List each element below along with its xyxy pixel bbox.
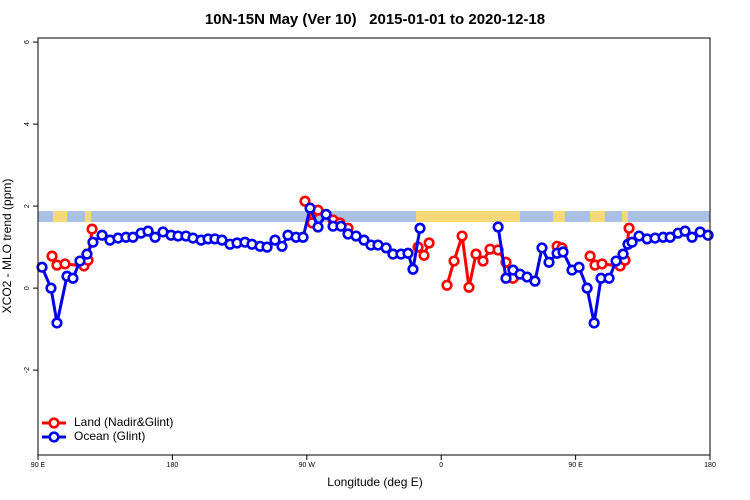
x-tick-label: 90 E <box>568 462 583 469</box>
data-point <box>87 236 99 248</box>
legend: Land (Nadir&Glint)Ocean (Glint) <box>42 415 173 443</box>
data-point <box>67 272 79 284</box>
axes: 90 E 180 90 W 0 90 E 180 6 4 2 0 -2 <box>24 40 716 469</box>
data-point <box>596 258 608 270</box>
land-patch <box>590 211 605 222</box>
land-strip <box>53 211 628 222</box>
data-point <box>423 237 435 249</box>
data-point <box>149 231 161 243</box>
legend-label: Ocean (Glint) <box>74 429 145 443</box>
data-point <box>36 261 48 273</box>
data-point <box>45 282 57 294</box>
land-patch <box>622 211 628 222</box>
legend-swatch-point <box>48 417 60 429</box>
data-point <box>46 250 58 262</box>
data-point <box>269 234 281 246</box>
data-point <box>81 248 93 260</box>
data-point <box>588 317 600 329</box>
data-point <box>573 261 585 273</box>
chart-title: 10N-15N May (Ver 10) 2015-01-01 to 2020-… <box>205 11 545 28</box>
data-point <box>320 208 332 220</box>
data-point <box>581 282 593 294</box>
data-point <box>261 241 273 253</box>
x-tick-label: 90 E <box>31 462 46 469</box>
legend-swatch-point <box>48 431 60 443</box>
y-tick-label: 2 <box>24 204 31 208</box>
ocean-strip <box>38 211 710 222</box>
legend-label: Land (Nadir&Glint) <box>74 415 173 429</box>
data-point <box>414 222 426 234</box>
data-point <box>59 258 71 270</box>
data-point <box>492 221 504 233</box>
data-point <box>51 317 63 329</box>
data-point <box>610 255 622 267</box>
data-point <box>96 229 108 241</box>
land-patch <box>53 211 67 222</box>
data-point <box>407 263 419 275</box>
plot-area <box>36 195 714 329</box>
data-point <box>380 242 392 254</box>
data-point <box>543 256 555 268</box>
data-point <box>679 225 691 237</box>
data-point <box>74 255 86 267</box>
data-point <box>402 247 414 259</box>
data-point <box>584 250 596 262</box>
data-point <box>500 272 512 284</box>
data-point <box>603 272 615 284</box>
data-point <box>529 275 541 287</box>
y-tick-label: 6 <box>24 40 31 44</box>
x-tick-label: 180 <box>167 462 179 469</box>
data-point <box>702 229 714 241</box>
data-point <box>304 202 316 214</box>
land-patch <box>85 211 91 222</box>
data-point <box>477 255 489 267</box>
data-point <box>418 249 430 261</box>
data-point <box>297 231 309 243</box>
data-point <box>142 225 154 237</box>
data-point <box>358 234 370 246</box>
data-point <box>441 279 453 291</box>
data-point <box>617 248 629 260</box>
land-patch <box>416 211 520 222</box>
data-point <box>299 195 311 207</box>
x-axis-label: Longitude (deg E) <box>327 475 422 489</box>
data-point <box>626 236 638 248</box>
data-point <box>456 230 468 242</box>
x-tick-label: 180 <box>704 462 716 469</box>
data-point <box>623 222 635 234</box>
plot-frame <box>37 37 711 456</box>
y-tick-label: 0 <box>24 286 31 290</box>
data-point <box>686 231 698 243</box>
x-tick-label: 0 <box>439 462 443 469</box>
land-patch <box>553 211 565 222</box>
data-point <box>463 281 475 293</box>
y-tick-label: 4 <box>24 122 31 126</box>
data-point <box>557 246 569 258</box>
y-tick-label: -2 <box>24 367 31 373</box>
data-point <box>312 221 324 233</box>
data-point <box>86 223 98 235</box>
data-point <box>335 220 347 232</box>
x-tick-label: 90 W <box>299 462 316 469</box>
data-point <box>536 242 548 254</box>
y-axis-label: XCO2 - MLO trend (ppm) <box>0 179 14 314</box>
data-point <box>276 240 288 252</box>
data-point <box>470 248 482 260</box>
data-point <box>448 255 460 267</box>
